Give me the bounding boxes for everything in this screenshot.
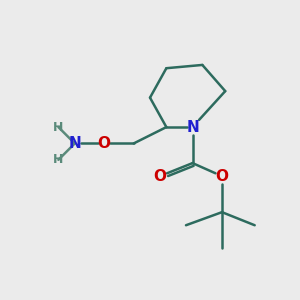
Text: O: O bbox=[215, 169, 229, 184]
Text: O: O bbox=[98, 136, 111, 151]
Text: N: N bbox=[186, 120, 199, 135]
Text: N: N bbox=[68, 136, 81, 151]
Text: H: H bbox=[53, 153, 64, 166]
Text: H: H bbox=[53, 121, 64, 134]
Text: O: O bbox=[153, 169, 166, 184]
